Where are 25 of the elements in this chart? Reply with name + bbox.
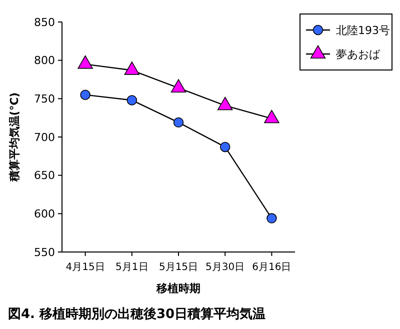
x-tick-label: 5月30日: [206, 262, 245, 273]
y-tick-label: 850: [34, 16, 55, 29]
y-tick-label: 650: [34, 169, 55, 182]
y-tick-label: 750: [34, 92, 55, 106]
y-tick-label: 600: [34, 208, 55, 221]
point: [220, 142, 230, 152]
point: [124, 62, 140, 75]
point: [173, 117, 184, 128]
x-tick-label: 4月15日: [66, 262, 105, 273]
legend-label: 北陸193号: [336, 24, 390, 37]
x-tick-label: 5月1日: [116, 262, 148, 273]
y-tick-label: 700: [34, 130, 55, 144]
point: [266, 213, 277, 224]
y-tick-label: 800: [34, 54, 55, 68]
point: [217, 96, 233, 110]
point: [78, 55, 93, 69]
point: [170, 79, 186, 92]
caption: 図4. 移植時期別の出穂後30日積算平均気温: [8, 306, 266, 322]
legend-label: 夢あおば: [336, 48, 381, 61]
point: [264, 110, 280, 124]
y-axis-title: 積算平均気温(℃): [8, 92, 21, 183]
x-tick-label: 6月16日: [252, 262, 292, 273]
x-axis-title: 移植時期: [156, 282, 200, 295]
y-tick-label: 550: [34, 246, 55, 259]
x-tick-label: 5月15日: [158, 262, 198, 273]
